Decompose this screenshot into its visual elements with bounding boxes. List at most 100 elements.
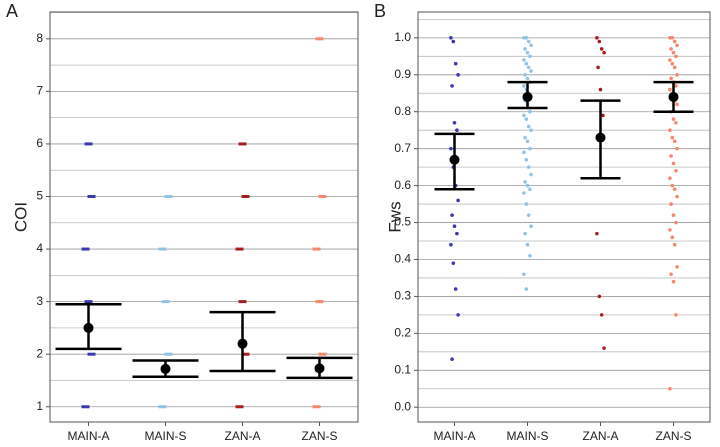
plot-frame: [49, 11, 359, 423]
data-point: [601, 113, 605, 118]
data-point: [312, 405, 321, 409]
data-point: [668, 58, 672, 62]
data-point: [453, 61, 458, 66]
data-point: [449, 242, 453, 247]
y-tick-label: 6: [36, 136, 43, 150]
data-point: [675, 102, 679, 107]
mean-point: [522, 91, 533, 102]
data-point: [87, 352, 96, 356]
data-point: [674, 313, 678, 317]
data-point: [455, 128, 459, 132]
y-tick-label: 0.9: [394, 67, 411, 81]
y-tick-label: 8: [36, 31, 43, 45]
x-tick-label: MAIN-S: [145, 429, 187, 443]
data-point: [525, 139, 530, 144]
data-point: [451, 261, 456, 265]
data-point: [525, 76, 530, 81]
data-point: [668, 228, 672, 232]
x-tick-label: ZAN-S: [302, 429, 338, 443]
data-point: [84, 300, 93, 304]
data-point: [602, 346, 606, 350]
data-point: [528, 187, 532, 192]
y-tick-label: 0.1: [394, 362, 411, 376]
data-point: [450, 357, 454, 362]
y-tick-label: 0.6: [394, 178, 411, 192]
data-point: [451, 39, 456, 44]
x-tick-label: MAIN-S: [507, 429, 549, 443]
data-point: [235, 405, 244, 409]
y-tick-label: 3: [36, 294, 43, 308]
data-point: [449, 146, 453, 151]
data-point: [235, 247, 244, 251]
data-point: [449, 36, 453, 40]
data-point: [453, 287, 458, 291]
data-point: [675, 265, 679, 269]
data-point: [598, 87, 603, 92]
data-point: [669, 154, 673, 158]
y-tick-label: 0.4: [394, 252, 411, 266]
data-point: [525, 242, 530, 247]
data-point: [456, 313, 460, 317]
data-point: [238, 300, 247, 304]
data-point: [84, 142, 93, 146]
data-point: [158, 247, 167, 251]
data-point: [241, 352, 250, 356]
plot-frame: [417, 11, 711, 423]
data-point: [595, 231, 599, 236]
data-point: [524, 287, 529, 291]
mean-point: [449, 154, 460, 165]
y-tick-label: 0.8: [394, 104, 411, 118]
y-tick-label: 0.5: [394, 215, 411, 229]
data-point: [668, 176, 672, 181]
mean-point: [160, 363, 171, 374]
y-tick-label: 1.0: [394, 30, 411, 44]
data-point: [456, 72, 460, 77]
data-point: [671, 213, 676, 217]
data-point: [456, 198, 460, 203]
data-point: [671, 117, 676, 121]
data-point: [81, 405, 90, 409]
data-point: [522, 113, 526, 118]
data-point: [669, 202, 673, 206]
data-point: [522, 84, 526, 88]
y-axis-label: COI: [11, 202, 30, 232]
data-point: [241, 195, 250, 198]
data-point: [672, 139, 677, 144]
data-point: [674, 121, 678, 125]
x-tick-label: ZAN-A: [225, 429, 261, 443]
data-point: [164, 195, 173, 198]
data-point: [597, 294, 602, 299]
y-tick-label: 0.0: [394, 399, 411, 413]
data-point: [597, 39, 602, 44]
data-point: [670, 135, 675, 140]
data-point: [523, 231, 527, 236]
data-point: [672, 39, 677, 44]
data-point: [596, 65, 600, 70]
data-point: [674, 54, 678, 59]
data-point: [669, 272, 673, 277]
data-point: [599, 313, 604, 317]
data-point: [158, 405, 167, 409]
y-tick-label: 5: [36, 189, 43, 203]
y-tick-label: 2: [36, 346, 43, 360]
data-point: [522, 58, 526, 62]
data-point: [528, 54, 532, 59]
data-point: [526, 65, 531, 70]
data-point: [524, 61, 529, 66]
data-point: [524, 36, 529, 40]
data-point: [529, 69, 533, 73]
data-point: [675, 72, 679, 77]
data-point: [81, 247, 90, 251]
data-point: [455, 231, 459, 236]
mean-point: [314, 363, 325, 374]
data-point: [668, 87, 672, 92]
x-tick-label: ZAN-A: [583, 429, 619, 443]
data-point: [671, 161, 676, 166]
data-point: [522, 150, 526, 155]
mean-point: [237, 338, 248, 349]
data-point: [161, 300, 170, 304]
data-point: [315, 300, 324, 304]
data-point: [238, 142, 247, 146]
y-tick-label: 0.3: [394, 289, 411, 303]
data-point: [602, 50, 606, 55]
